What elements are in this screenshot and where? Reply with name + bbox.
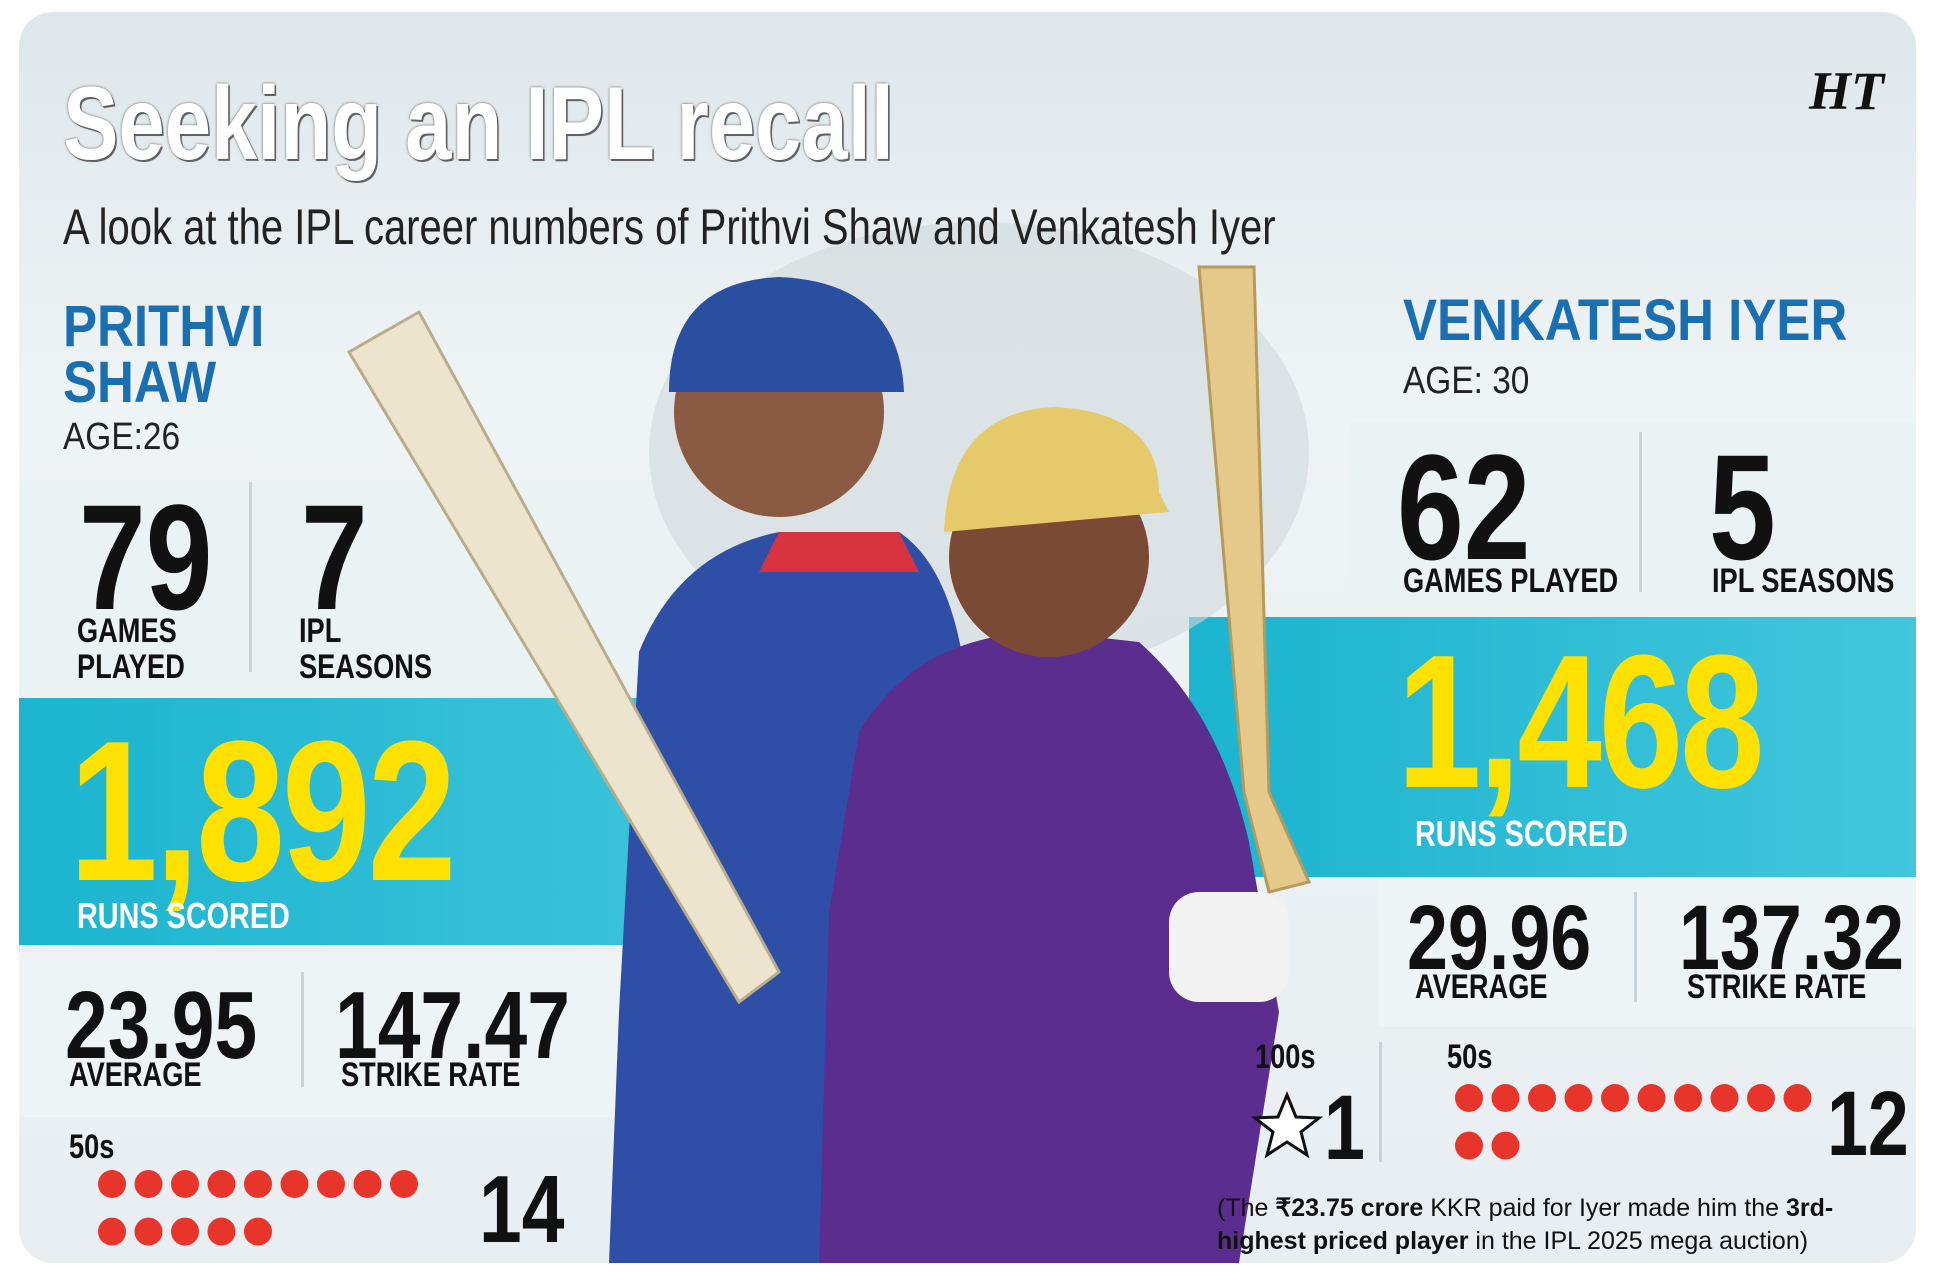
shaw-helmet — [669, 277, 904, 392]
fifties-label: 50s — [69, 1128, 115, 1166]
iyer-helmet — [944, 407, 1169, 532]
iyer-bat — [1197, 265, 1312, 894]
runs-label: RUNS SCORED — [77, 895, 290, 936]
star-icon — [1250, 1091, 1324, 1159]
divider — [1379, 1042, 1382, 1162]
stat-label: GAMES PLAYED — [77, 612, 185, 686]
divider — [1634, 892, 1637, 1002]
runs-value: 1,468 — [1397, 616, 1765, 828]
stat-value: 29.96 — [1407, 887, 1592, 989]
footnote-segment: (The — [1217, 1194, 1276, 1222]
player-name: PRITHVI — [63, 294, 265, 359]
stat-label: IPL SEASONS — [299, 612, 433, 686]
stat-value: 62 — [1397, 423, 1531, 591]
player-name: VENKATESH IYER — [1403, 288, 1848, 353]
left-bottom-band — [19, 952, 719, 1117]
age: AGE:26 — [63, 416, 181, 458]
stat-value: 137.32 — [1679, 887, 1905, 989]
runs-value: 1,892 — [69, 700, 457, 923]
footnote-segment: in the IPL 2025 mega auction) — [1468, 1226, 1809, 1255]
divider — [249, 482, 252, 672]
fifties-value: 14 — [479, 1156, 565, 1263]
stat-value: 7 — [301, 473, 368, 641]
fifties-label: 50s — [1447, 1038, 1493, 1076]
age: AGE: 30 — [1403, 360, 1530, 402]
shaw-bat — [346, 309, 781, 1005]
stat-value: 23.95 — [65, 972, 258, 1079]
iyer-body — [819, 632, 1279, 1263]
stat-label: IPL SEASONS — [1712, 562, 1895, 600]
hundreds-value: 1 — [1324, 1077, 1365, 1179]
logo: HT — [1809, 61, 1884, 121]
stat-label: AVERAGE — [69, 1056, 202, 1094]
footnote: (The ₹23.75 crore KKR paid for Iyer made… — [1217, 1192, 1907, 1257]
subtitle: A look at the IPL career numbers of Prit… — [63, 199, 1276, 255]
stat-label: STRIKE RATE — [1687, 968, 1867, 1006]
stat-value: 5 — [1709, 423, 1776, 591]
title: Seeking an IPL recall — [63, 66, 894, 182]
footnote-segment: ₹23.75 crore — [1275, 1194, 1424, 1222]
divider — [301, 972, 304, 1087]
player-name: SHAW — [63, 350, 217, 415]
hundreds-label: 100s — [1255, 1038, 1316, 1076]
divider — [1639, 432, 1642, 592]
stat-label: STRIKE RATE — [341, 1056, 521, 1094]
footnote-segment: KKR paid for Iyer made him the — [1423, 1194, 1786, 1222]
footnote-segment: 3rd-highest priced player — [1217, 1194, 1834, 1255]
fifties-value: 12 — [1827, 1073, 1909, 1175]
right-stat-band — [1349, 422, 1916, 607]
stat-value: 147.47 — [335, 972, 570, 1079]
right-bottom-band — [1379, 877, 1916, 1027]
player-photos — [346, 222, 1324, 1263]
stat-value: 79 — [79, 473, 213, 641]
runs-label: RUNS SCORED — [1415, 813, 1628, 854]
iyer-gloves — [1169, 892, 1289, 1002]
stat-label: GAMES PLAYED — [1403, 562, 1619, 600]
right-runs-band — [1189, 617, 1916, 877]
shaw-collar — [759, 532, 919, 572]
stat-label: AVERAGE — [1415, 968, 1548, 1006]
infographic: Seeking an IPL recall A look at the IPL … — [19, 12, 1916, 1263]
